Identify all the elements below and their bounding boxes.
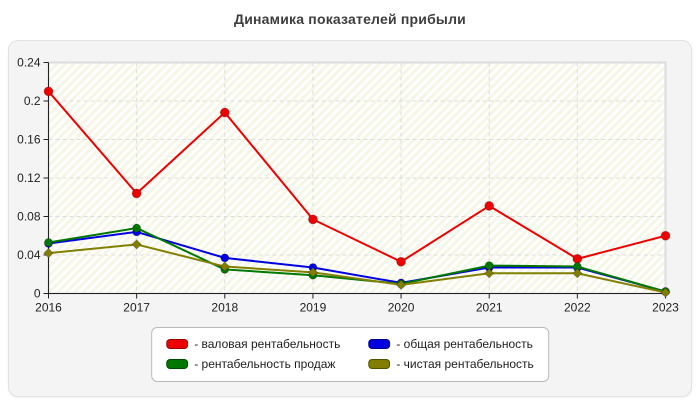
legend-swatch — [166, 339, 189, 349]
data-point — [572, 268, 583, 279]
legend-item: - чистая рентабельность — [368, 357, 534, 371]
svg-text:2020: 2020 — [388, 301, 415, 315]
legend-label: - валовая рентабельность — [194, 337, 341, 351]
data-point — [219, 107, 230, 118]
svg-text:2019: 2019 — [300, 301, 327, 315]
svg-text:0.04: 0.04 — [17, 248, 41, 262]
svg-text:2022: 2022 — [564, 301, 591, 315]
data-point — [219, 261, 230, 272]
gridlines — [48, 62, 666, 294]
series-line-3 — [43, 239, 671, 298]
chart-legend: - валовая рентабельность - общая рентабел… — [151, 327, 549, 382]
data-point — [660, 287, 671, 298]
data-point — [660, 230, 671, 241]
data-point — [308, 214, 318, 225]
svg-text:0: 0 — [34, 287, 41, 301]
page-title: Динамика показателей прибыли — [234, 11, 466, 27]
svg-text:0.08: 0.08 — [17, 210, 41, 224]
x-axis-labels: 2016 2017 2018 2019 2020 2021 2022 2023 — [35, 301, 679, 315]
legend-item: - общая рентабельность — [368, 337, 533, 351]
legend-label: - общая рентабельность — [396, 337, 533, 351]
legend-swatch — [166, 359, 189, 369]
svg-text:2023: 2023 — [652, 301, 679, 315]
data-point — [395, 279, 407, 291]
legend-swatch — [368, 339, 391, 349]
data-point — [484, 201, 495, 211]
svg-text:0.2: 0.2 — [24, 94, 41, 108]
legend-item: - рентабельность продаж — [166, 357, 340, 371]
data-point — [44, 238, 53, 247]
legend-item: - валовая рентабельность — [166, 337, 340, 351]
data-point — [484, 268, 495, 279]
data-point — [43, 86, 54, 97]
legend-label: - чистая рентабельность — [396, 357, 534, 371]
svg-text:0.24: 0.24 — [17, 56, 41, 70]
svg-text:0.12: 0.12 — [17, 171, 41, 185]
data-point — [220, 253, 230, 263]
data-point — [131, 239, 142, 250]
series-line-0 — [43, 86, 671, 267]
y-axis-labels: 0 0.04 0.08 0.12 0.16 0.2 0.24 — [17, 56, 41, 301]
svg-text:0.16: 0.16 — [17, 133, 41, 147]
data-point — [132, 223, 142, 233]
data-point — [572, 253, 583, 264]
data-point — [307, 267, 319, 278]
data-point — [131, 188, 142, 199]
svg-text:2017: 2017 — [123, 301, 150, 315]
svg-text:2018: 2018 — [211, 301, 238, 315]
legend-swatch — [368, 359, 391, 369]
legend-label: - рентабельность продаж — [194, 357, 336, 371]
data-point — [43, 247, 54, 259]
svg-text:2021: 2021 — [476, 301, 503, 315]
svg-text:2016: 2016 — [35, 301, 62, 315]
data-point — [396, 256, 406, 267]
